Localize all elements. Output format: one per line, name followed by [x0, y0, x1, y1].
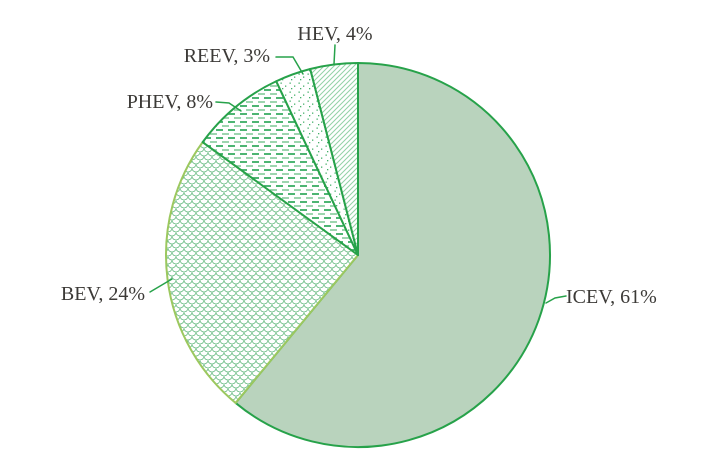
slice-label-icev: ICEV, 61%: [566, 286, 657, 308]
pie-slice-icev: [234, 62, 551, 448]
slice-label-reev: REEV, 3%: [184, 45, 270, 67]
slice-label-phev: PHEV, 8%: [127, 91, 213, 113]
slice-label-hev: HEV, 4%: [297, 23, 372, 45]
slice-labels: ICEV, 61% BEV, 24% PHEV, 8% REEV, 3% HEV, 4%: [61, 23, 657, 308]
leader-line-reev: [275, 56, 304, 75]
slice-label-bev: BEV, 24%: [61, 283, 145, 305]
label-leader-lines: [149, 44, 567, 304]
pie-wedges: [165, 62, 551, 448]
leader-line-bev: [149, 278, 173, 293]
pie-slice-bev: [165, 141, 359, 404]
leader-line-icev: [545, 295, 567, 304]
leader-line-hev: [333, 44, 336, 65]
leader-line-phev: [215, 101, 242, 112]
